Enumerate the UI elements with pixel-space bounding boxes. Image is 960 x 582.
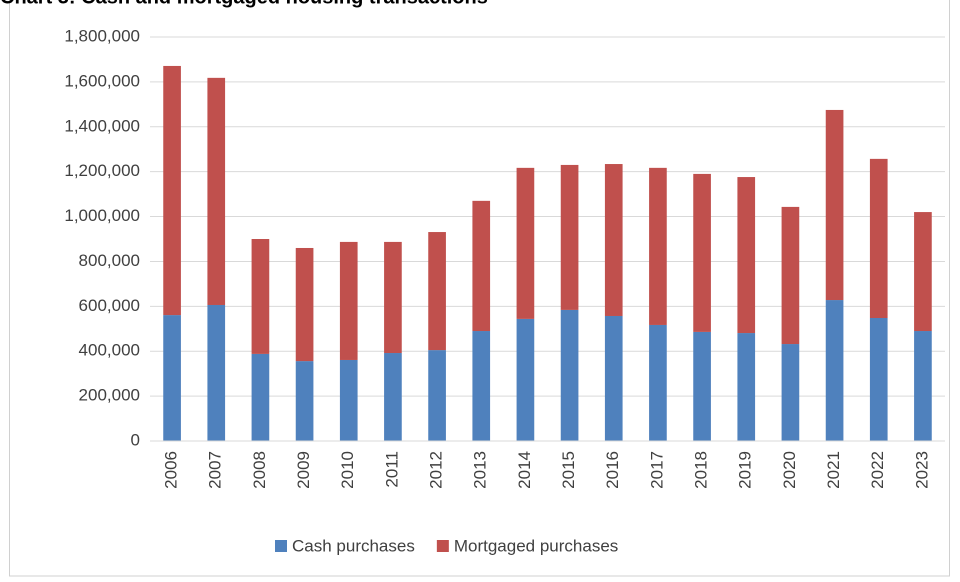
legend-swatch [436, 540, 449, 552]
bar-segment [472, 200, 491, 332]
legend-label: Cash purchases [292, 536, 415, 555]
bar-segment [737, 333, 756, 441]
bar-segment [737, 177, 756, 334]
bar-segment [295, 361, 314, 441]
bar-segment [604, 315, 623, 441]
x-tick-label: 2016 [603, 451, 622, 489]
x-tick-label: 2021 [824, 451, 843, 489]
bar-segment [825, 109, 844, 301]
x-tick-label: 2012 [427, 451, 446, 489]
y-tick-label: 1,600,000 [64, 71, 140, 90]
x-tick-label: 2019 [736, 451, 755, 489]
x-tick-label: 2020 [780, 451, 799, 489]
bar-segment [207, 77, 226, 305]
bar-segment [163, 315, 181, 441]
legend-swatch [275, 540, 287, 552]
x-tick-label: 2022 [868, 451, 887, 489]
bar-segment [781, 344, 800, 441]
x-tick-label: 2013 [471, 451, 490, 489]
bar-segment [693, 173, 711, 332]
x-tick-label: 2014 [515, 451, 534, 489]
y-tick-label: 1,800,000 [64, 26, 140, 45]
bar-segment [295, 247, 314, 362]
x-tick-label: 2007 [206, 451, 225, 489]
bar-segment [869, 318, 888, 441]
x-tick-label: 2015 [559, 451, 578, 489]
x-tick-label: 2018 [692, 451, 711, 489]
bar-segment [384, 353, 402, 441]
bar-segment [428, 232, 446, 351]
legend-label: Mortgaged purchases [454, 536, 618, 555]
bar-segment [604, 164, 623, 316]
bar-segment [251, 353, 270, 441]
bar-segment [914, 212, 932, 332]
y-tick-label: 800,000 [79, 251, 140, 270]
x-tick-label: 2006 [162, 451, 181, 489]
x-tick-label: 2023 [912, 451, 931, 489]
bar-segment [649, 324, 667, 441]
y-tick-label: 400,000 [79, 341, 140, 360]
bar-segment [339, 241, 358, 360]
y-tick-label: 1,000,000 [64, 206, 140, 225]
bar-segment [649, 167, 667, 325]
y-tick-label: 1,400,000 [64, 116, 140, 135]
x-tick-label: 2009 [294, 451, 313, 489]
bar-segment [163, 65, 181, 316]
y-tick-label: 0 [131, 430, 140, 449]
bar-segment [781, 206, 800, 345]
y-tick-label: 600,000 [79, 296, 140, 315]
bar-segment [207, 304, 226, 441]
bar-segment [516, 318, 535, 441]
bar-segment [339, 359, 358, 441]
y-tick-label: 200,000 [79, 386, 140, 405]
bar-segment [251, 239, 270, 354]
bar-segment [384, 241, 402, 354]
bar-segment [693, 331, 711, 441]
bar-segment [472, 331, 491, 441]
bar-segment [914, 331, 932, 441]
bar-segment [869, 158, 888, 319]
bar-segment [516, 167, 535, 319]
x-tick-label: 2011 [382, 451, 401, 488]
x-tick-label: 2017 [647, 451, 666, 489]
bar-segment [560, 164, 579, 310]
x-tick-label: 2008 [250, 451, 269, 489]
bar-segment [560, 309, 579, 441]
x-tick-label: 2010 [338, 451, 357, 489]
chart-title: Chart 3: Cash and mortgaged housing tran… [0, 0, 488, 8]
y-tick-label: 1,200,000 [64, 161, 140, 180]
bar-segment [825, 300, 844, 441]
bar-segment [428, 350, 446, 441]
